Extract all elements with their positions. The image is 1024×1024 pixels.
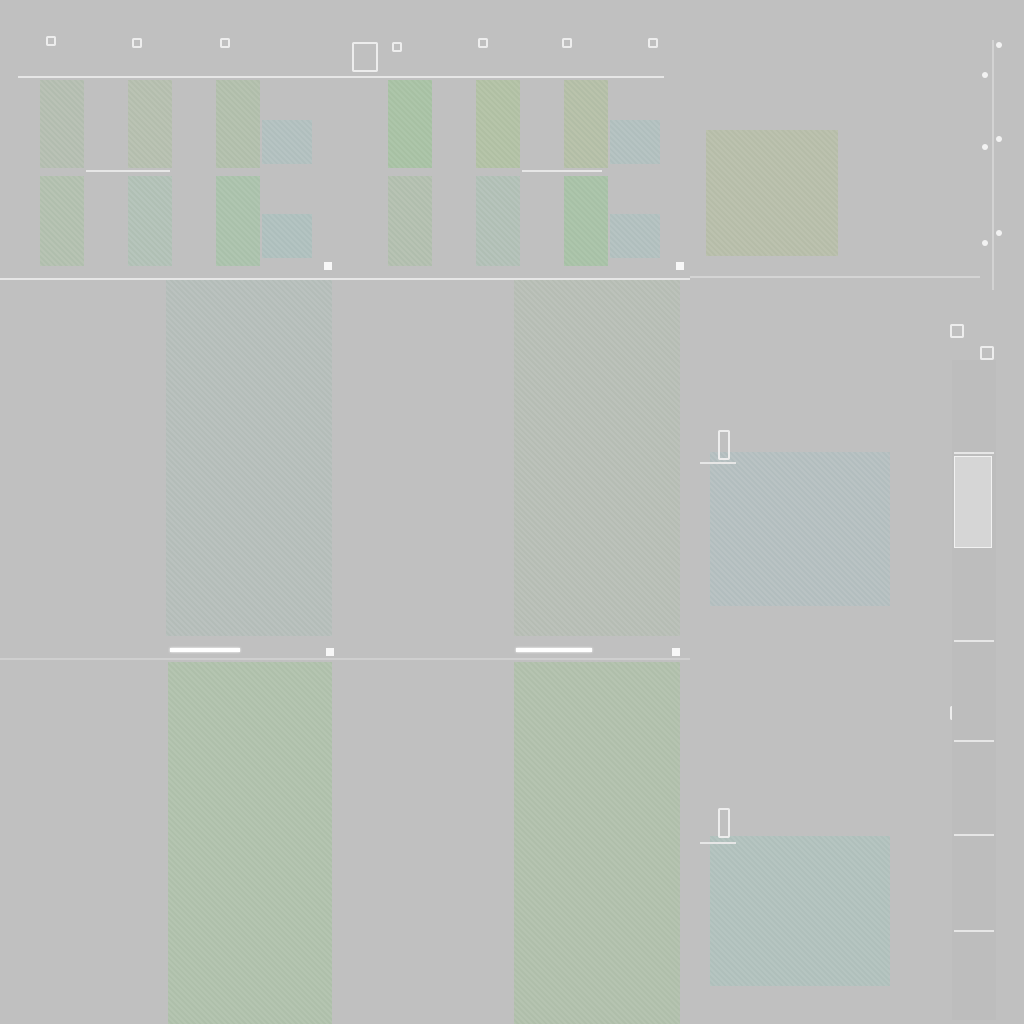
square-icon[interactable]	[562, 38, 572, 48]
toolbar-bottom-border	[18, 76, 664, 78]
thumbnail-tile[interactable]	[476, 176, 520, 266]
grid-row-divider	[86, 170, 170, 172]
thumbnail-tile[interactable]	[262, 214, 312, 258]
panel-header-bar	[170, 648, 240, 652]
thumbnail-tile[interactable]	[40, 80, 84, 168]
secondary-preview[interactable]	[710, 836, 890, 986]
thumbnail-tile[interactable]	[610, 214, 660, 258]
top-toolbar	[0, 0, 1024, 80]
panel-header-bar	[516, 648, 592, 652]
thumbnail-tile[interactable]	[40, 176, 84, 266]
main-content	[0, 280, 700, 1024]
thumbnail-grid	[0, 80, 690, 280]
scroll-divider	[954, 452, 994, 454]
grid-bottom-border	[0, 278, 690, 280]
dot-icon[interactable]	[982, 72, 988, 78]
scrollbar-thumb[interactable]	[954, 456, 992, 548]
rail-divider	[992, 40, 994, 290]
scroll-divider	[954, 834, 994, 836]
thumbnail-tile[interactable]	[128, 176, 172, 266]
square-icon[interactable]	[132, 38, 142, 48]
square-icon[interactable]	[718, 808, 730, 838]
square-icon[interactable]	[648, 38, 658, 48]
thumbnail-tile[interactable]	[476, 80, 520, 168]
thumbnail-tile[interactable]	[262, 120, 312, 164]
thumbnail-tile[interactable]	[564, 80, 608, 168]
thumbnail-tile[interactable]	[388, 80, 432, 168]
square-icon[interactable]	[352, 42, 378, 72]
grid-corner-marker	[324, 262, 332, 270]
dot-icon[interactable]	[982, 144, 988, 150]
thumbnail-tile[interactable]	[216, 176, 260, 266]
square-icon[interactable]	[220, 38, 230, 48]
dot-icon[interactable]	[996, 230, 1002, 236]
square-icon[interactable]	[46, 36, 56, 46]
thumbnail-tile[interactable]	[564, 176, 608, 266]
panel-separator	[0, 658, 690, 660]
panel-corner-marker	[672, 648, 680, 656]
grid-row-divider	[522, 170, 602, 172]
secondary-preview[interactable]	[710, 452, 890, 606]
grid-corner-marker	[676, 262, 684, 270]
scroll-divider	[954, 930, 994, 932]
content-panel[interactable]	[168, 662, 332, 1024]
preview-separator	[700, 842, 736, 844]
preview-panel[interactable]	[706, 130, 838, 256]
thumbnail-tile[interactable]	[216, 80, 260, 168]
dot-icon[interactable]	[982, 240, 988, 246]
content-panel[interactable]	[514, 280, 680, 636]
scroll-divider	[954, 640, 994, 642]
thumbnail-tile[interactable]	[128, 80, 172, 168]
thumbnail-tile[interactable]	[388, 176, 432, 266]
dot-icon[interactable]	[996, 42, 1002, 48]
preview-underline	[690, 276, 980, 278]
square-icon[interactable]	[478, 38, 488, 48]
thumbnail-tile[interactable]	[610, 120, 660, 164]
square-icon[interactable]	[392, 42, 402, 52]
preview-separator	[700, 462, 736, 464]
content-panel[interactable]	[166, 280, 332, 636]
content-panel[interactable]	[514, 662, 680, 1024]
square-icon[interactable]	[950, 324, 964, 338]
panel-corner-marker	[326, 648, 334, 656]
dot-icon[interactable]	[996, 136, 1002, 142]
scroll-divider	[954, 740, 994, 742]
square-icon[interactable]	[718, 430, 730, 460]
square-icon[interactable]	[980, 346, 994, 360]
